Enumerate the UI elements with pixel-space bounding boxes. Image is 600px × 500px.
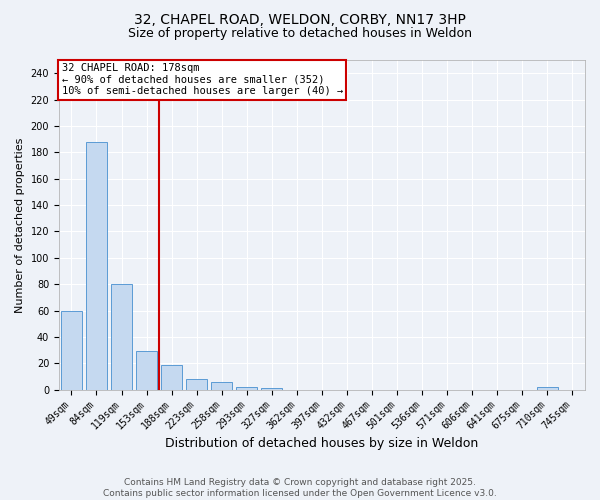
Y-axis label: Number of detached properties: Number of detached properties (15, 137, 25, 312)
Bar (136, 352, 157, 390)
Bar (537, 387, 558, 390)
Bar (111, 284, 132, 390)
Text: Contains HM Land Registry data © Crown copyright and database right 2025.
Contai: Contains HM Land Registry data © Crown c… (103, 478, 497, 498)
Bar (161, 364, 182, 390)
Text: Size of property relative to detached houses in Weldon: Size of property relative to detached ho… (128, 28, 472, 40)
Bar (61, 310, 82, 390)
Text: 32 CHAPEL ROAD: 178sqm
← 90% of detached houses are smaller (352)
10% of semi-de: 32 CHAPEL ROAD: 178sqm ← 90% of detached… (62, 64, 343, 96)
Bar (211, 382, 232, 390)
Text: 32, CHAPEL ROAD, WELDON, CORBY, NN17 3HP: 32, CHAPEL ROAD, WELDON, CORBY, NN17 3HP (134, 12, 466, 26)
X-axis label: Distribution of detached houses by size in Weldon: Distribution of detached houses by size … (166, 437, 479, 450)
Bar (86, 142, 107, 390)
Bar (186, 379, 208, 390)
Bar (261, 388, 283, 390)
Bar (236, 387, 257, 390)
